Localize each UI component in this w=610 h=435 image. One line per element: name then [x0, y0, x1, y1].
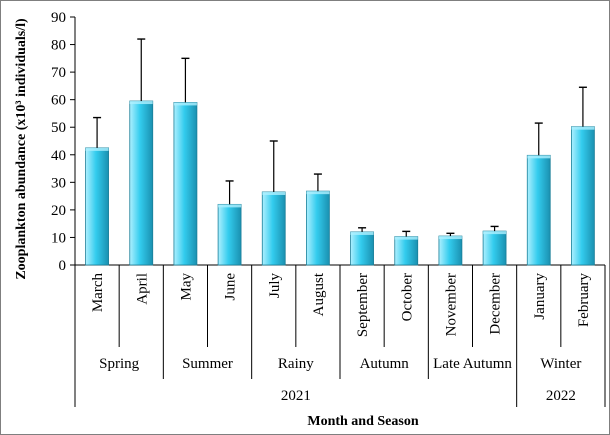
bar-may — [173, 102, 198, 266]
x-axis-title: Month and Season — [307, 414, 418, 429]
bar-cap — [571, 126, 595, 130]
year-label: 2021 — [281, 388, 311, 404]
y-tick-label: 10 — [51, 230, 66, 246]
x-tick-label: June — [223, 273, 239, 301]
x-tick-label: March — [90, 273, 106, 313]
bar-october — [394, 236, 419, 266]
bar-april — [129, 100, 154, 266]
bar-cap — [85, 147, 109, 151]
bar-cap — [173, 102, 197, 106]
season-label: Summer — [182, 356, 233, 372]
bar-cap — [483, 231, 507, 235]
x-tick-label: December — [488, 273, 504, 335]
y-tick-label: 90 — [51, 10, 66, 26]
bar-december — [482, 230, 507, 266]
season-label: Late Autumn — [433, 356, 512, 372]
bar-january — [526, 154, 551, 266]
bar-cap — [527, 155, 551, 159]
season-label: Autumn — [360, 356, 410, 372]
bar-june — [217, 203, 242, 266]
x-tick-label: August — [311, 272, 327, 316]
bar-cap — [438, 236, 462, 240]
x-tick-label: September — [355, 273, 371, 337]
y-tick-label: 80 — [51, 38, 66, 54]
y-axis-title: Zooplankton abundance (x10³ individuals/… — [14, 18, 29, 280]
bar-august — [306, 190, 330, 266]
x-tick-label: February — [576, 273, 592, 328]
x-tick-label: November — [443, 273, 459, 336]
bar-july — [261, 191, 286, 266]
bar-cap — [129, 101, 153, 105]
y-tick-label: 30 — [51, 175, 66, 191]
bar-cap — [394, 236, 418, 240]
y-tick-label: 0 — [59, 258, 67, 274]
bar-cap — [262, 191, 286, 195]
season-label: Spring — [99, 356, 140, 372]
bar-march — [85, 147, 109, 266]
y-tick-label: 60 — [51, 93, 66, 109]
x-tick-label: July — [267, 273, 283, 299]
x-tick-label: May — [178, 273, 194, 301]
bar-cap — [350, 231, 374, 235]
season-label: Winter — [540, 356, 581, 372]
x-tick-label: October — [399, 273, 415, 321]
y-tick-label: 70 — [51, 65, 66, 81]
x-tick-label: January — [532, 273, 548, 320]
season-label: Rainy — [278, 356, 314, 372]
bar-february — [571, 126, 595, 266]
bar-november — [438, 235, 463, 266]
bar-cap — [218, 204, 242, 208]
y-tick-label: 20 — [51, 203, 66, 219]
bar-september — [350, 231, 374, 266]
y-tick-label: 50 — [51, 120, 66, 136]
y-tick-label: 40 — [51, 148, 66, 164]
bar-cap — [306, 191, 330, 195]
x-tick-label: April — [134, 273, 150, 305]
year-label: 2022 — [546, 388, 576, 404]
